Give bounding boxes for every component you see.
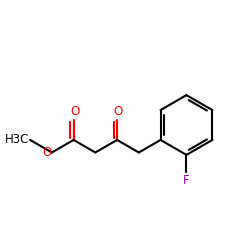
Text: O: O [114,105,123,118]
Text: H3C: H3C [4,133,29,146]
Text: O: O [42,146,51,160]
Text: O: O [70,105,80,118]
Text: F: F [183,174,190,186]
